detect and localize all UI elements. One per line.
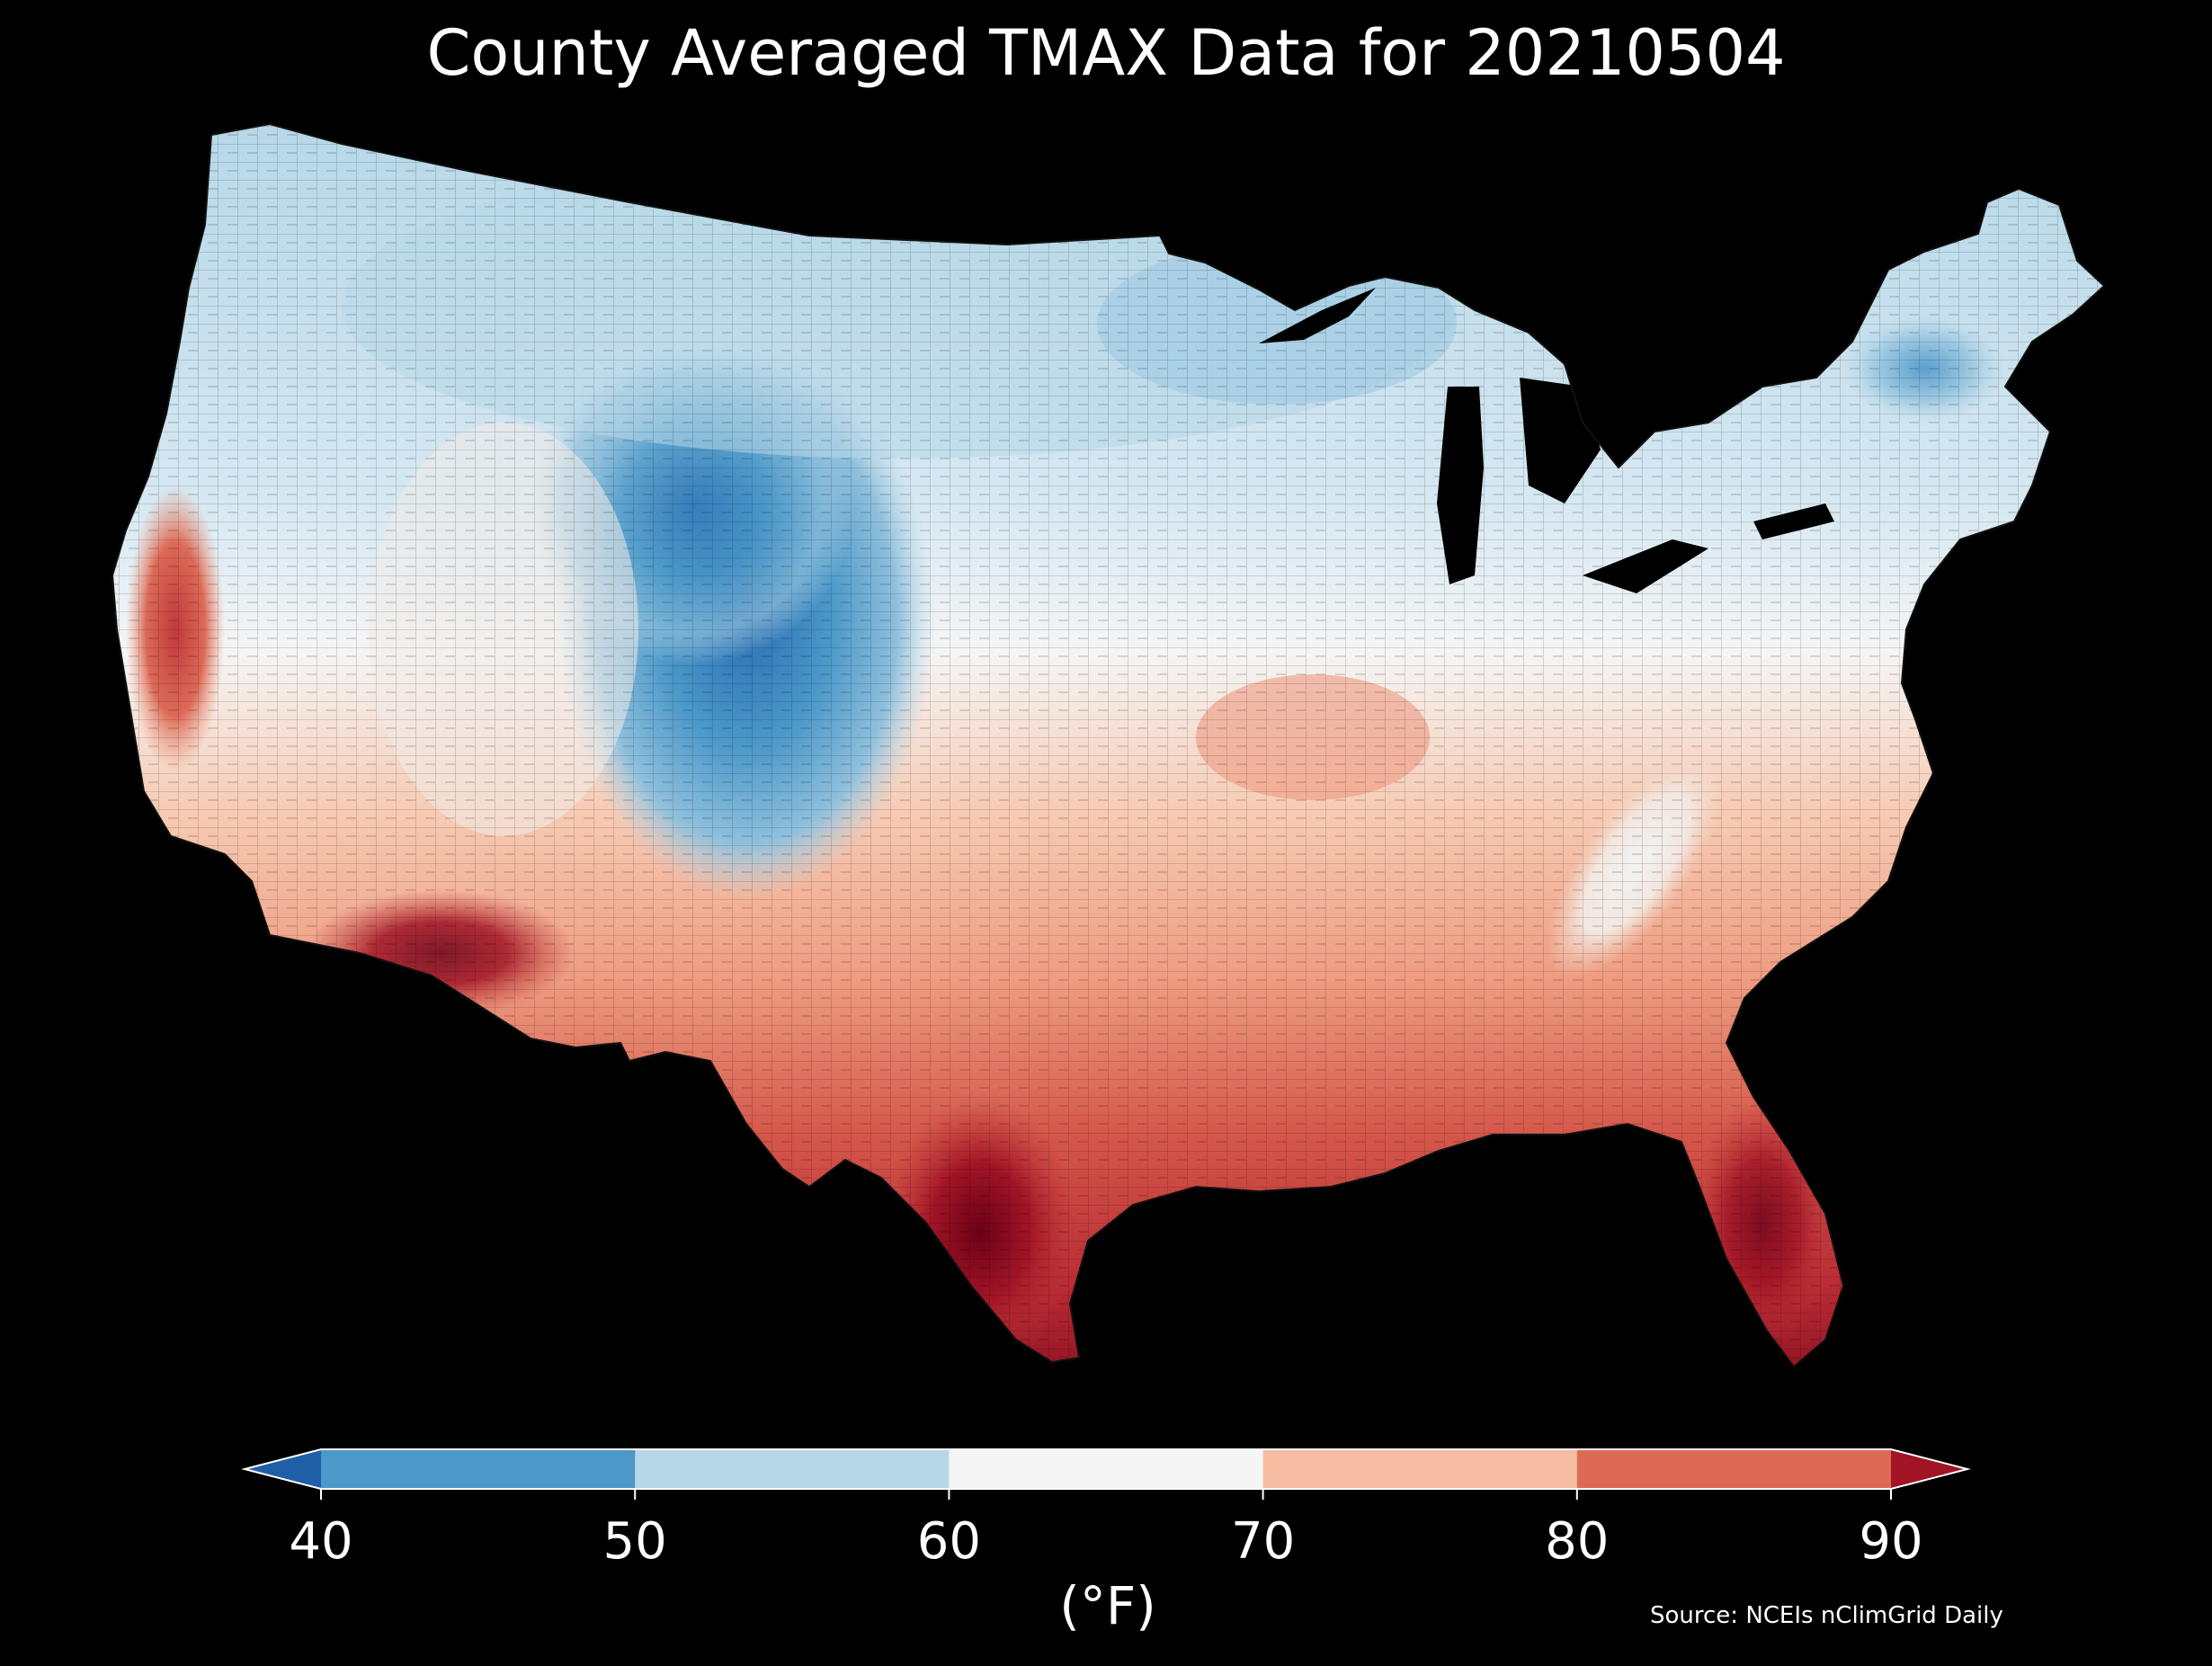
- colorbar-tick-label: 80: [1545, 1512, 1610, 1571]
- colorbar-bin: [635, 1449, 950, 1489]
- great-lakes: [1259, 288, 1834, 593]
- colorbar-bin: [949, 1449, 1264, 1489]
- source-credit: Source: NCEIs nClimGrid Daily: [1650, 1602, 2003, 1629]
- colorbar-bin: [321, 1449, 636, 1489]
- colorbar-tick-label: 50: [602, 1512, 667, 1571]
- colorbar-extend-high: [1891, 1449, 1967, 1489]
- colorbar-tick-label: 90: [1859, 1512, 1923, 1571]
- colorbar-bin: [1262, 1449, 1578, 1489]
- colorbar-units-label: (°F): [1059, 1575, 1156, 1636]
- colorbar-tick-label: 60: [916, 1512, 982, 1571]
- colorbar-bin: [1576, 1449, 1892, 1489]
- colorbar-tick-label: 40: [289, 1512, 353, 1571]
- map-title: County Averaged TMAX Data for 20210504: [426, 16, 1786, 90]
- colorbar-tick-label: 70: [1230, 1512, 1296, 1571]
- colorbar-extend-low: [245, 1449, 321, 1489]
